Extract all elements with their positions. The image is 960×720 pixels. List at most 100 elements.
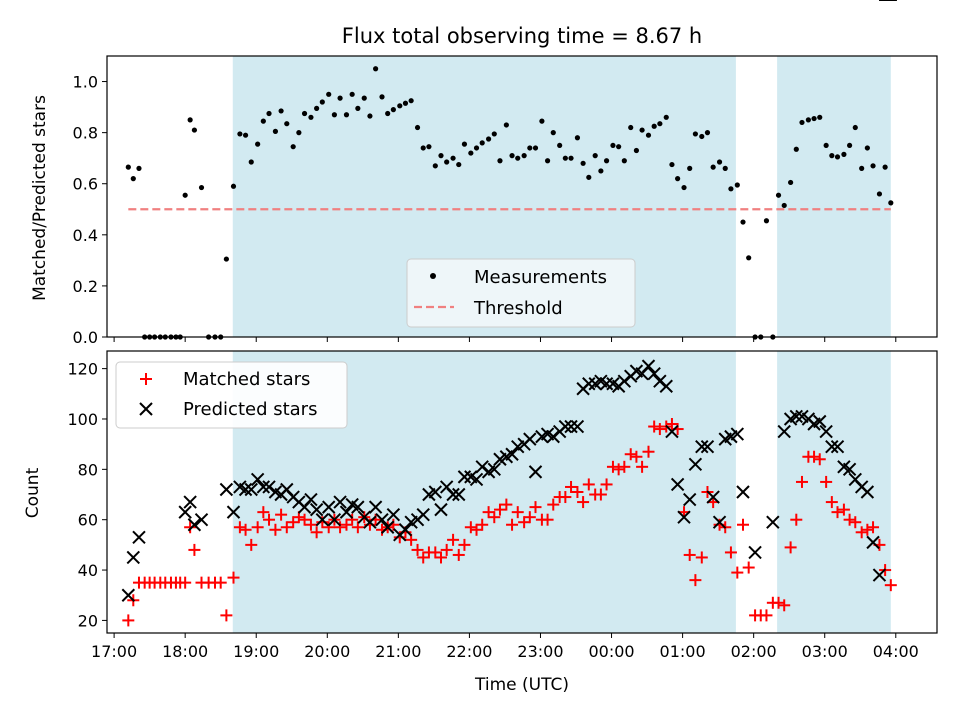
predicted-point bbox=[194, 512, 209, 527]
predicted-point bbox=[866, 535, 880, 550]
measurement-point bbox=[432, 163, 438, 169]
x-tick-label: 00:00 bbox=[588, 642, 634, 661]
y-tick-label: 0.6 bbox=[73, 175, 98, 194]
measurement-point bbox=[692, 131, 698, 137]
measurement-point bbox=[301, 110, 308, 117]
matched-point bbox=[541, 513, 554, 526]
measurement-point bbox=[740, 219, 746, 225]
measurement-point bbox=[198, 184, 205, 191]
measurement-point bbox=[687, 165, 693, 171]
measurement-point bbox=[266, 110, 272, 117]
matched-point bbox=[340, 518, 353, 531]
measurement-point bbox=[191, 127, 198, 133]
predicted-point bbox=[688, 457, 703, 472]
matched-point bbox=[843, 513, 856, 526]
matched-point bbox=[594, 488, 607, 501]
measurement-point bbox=[568, 155, 574, 161]
predicted-point bbox=[789, 409, 804, 424]
legend-matched-marker bbox=[140, 373, 152, 385]
matched-point bbox=[298, 513, 311, 526]
x-tick-label: 18:00 bbox=[162, 642, 208, 661]
predicted-point bbox=[434, 502, 448, 517]
predicted-point bbox=[647, 366, 661, 381]
matched-point bbox=[493, 503, 506, 516]
x-tick-label: 21:00 bbox=[375, 642, 421, 661]
measurement-point bbox=[450, 155, 456, 161]
measurement-point bbox=[633, 147, 640, 154]
measurement-point bbox=[580, 160, 586, 166]
y-tick-label: 0.2 bbox=[73, 277, 98, 296]
legend-measurements-marker bbox=[430, 273, 436, 279]
predicted-point bbox=[452, 487, 466, 502]
matched-point bbox=[713, 518, 726, 531]
measurement-point bbox=[509, 153, 515, 159]
matched-point bbox=[275, 508, 288, 521]
series-measurements bbox=[125, 66, 894, 340]
y-tick-label: 20 bbox=[78, 611, 98, 630]
matched-point bbox=[795, 475, 808, 488]
x-tick-label: 03:00 bbox=[802, 642, 848, 661]
measurement-point bbox=[385, 110, 391, 117]
predicted-point bbox=[582, 377, 596, 391]
top-y-axis-label: Matched/Predicted stars bbox=[30, 95, 50, 301]
matched-point bbox=[849, 516, 862, 529]
bottom-y-axis-label: Count bbox=[23, 467, 43, 518]
measurement-point bbox=[788, 179, 794, 186]
matched-point bbox=[529, 501, 542, 514]
bottom-legend-box bbox=[115, 361, 348, 429]
predicted-point bbox=[238, 482, 253, 497]
matched-point bbox=[618, 460, 631, 473]
predicted-point bbox=[446, 487, 460, 502]
measurement-point bbox=[182, 192, 188, 198]
measurement-point bbox=[187, 117, 193, 123]
matched-point bbox=[600, 478, 613, 491]
predicted-point bbox=[670, 477, 685, 492]
measurement-point bbox=[628, 124, 634, 131]
measurement-point bbox=[248, 159, 254, 165]
predicted-point bbox=[333, 495, 347, 509]
matched-point bbox=[825, 496, 838, 509]
measurement-point bbox=[444, 159, 450, 165]
matched-point bbox=[310, 526, 323, 539]
predicted-point bbox=[250, 472, 265, 487]
matched-point bbox=[742, 561, 755, 574]
measurement-point bbox=[255, 141, 261, 147]
measurement-point bbox=[550, 130, 556, 136]
y-tick-label: 120 bbox=[67, 360, 98, 379]
predicted-point bbox=[641, 359, 656, 373]
measurement-point bbox=[864, 145, 870, 151]
matched-point bbox=[316, 516, 329, 529]
predicted-point bbox=[183, 495, 197, 509]
measurement-point bbox=[888, 200, 894, 206]
measurement-point bbox=[811, 115, 817, 122]
measurement-point bbox=[420, 145, 426, 151]
predicted-point bbox=[813, 414, 827, 429]
measurement-point bbox=[539, 118, 545, 124]
measurement-point bbox=[763, 218, 770, 224]
measurement-point bbox=[710, 164, 716, 170]
matched-point bbox=[488, 511, 501, 524]
matched-point bbox=[731, 566, 744, 579]
matched-point bbox=[470, 523, 483, 536]
predicted-point bbox=[505, 447, 519, 461]
predicted-point bbox=[428, 485, 443, 499]
predicted-point bbox=[132, 530, 146, 545]
matched-point bbox=[184, 521, 197, 534]
measurement-point bbox=[438, 153, 444, 159]
x-tick-label: 02:00 bbox=[731, 642, 777, 661]
x-tick-label: 04:00 bbox=[873, 642, 919, 661]
measurement-point bbox=[716, 159, 723, 165]
matched-point bbox=[500, 498, 513, 511]
measurement-point bbox=[355, 105, 361, 111]
predicted-point bbox=[416, 507, 430, 522]
matched-point bbox=[304, 518, 317, 531]
measurement-point bbox=[408, 98, 414, 104]
y-tick-label: 40 bbox=[78, 561, 98, 580]
legend-threshold-label: Threshold bbox=[473, 298, 563, 319]
measurement-point bbox=[834, 154, 841, 160]
matched-point bbox=[648, 420, 661, 433]
predicted-point bbox=[819, 424, 833, 439]
measurement-point bbox=[799, 119, 805, 126]
predicted-point bbox=[777, 424, 791, 439]
predicted-point bbox=[665, 424, 679, 439]
